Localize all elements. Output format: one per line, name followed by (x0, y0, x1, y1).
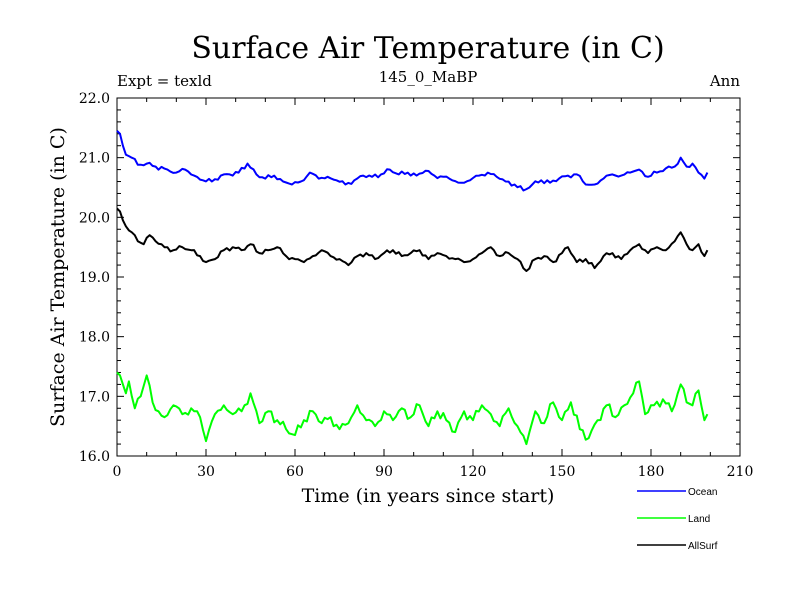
y-tick-label: 16.0 (79, 449, 110, 465)
plot-frame (116, 97, 741, 457)
series-lines (116, 130, 709, 446)
legend-label-ocean: Ocean (688, 487, 717, 498)
x-axis-label: Time (in years since start) (302, 485, 555, 507)
legend-label-allsurf: AllSurf (688, 541, 718, 552)
x-tick-label: 210 (727, 464, 754, 480)
x-tick-label: 180 (638, 464, 665, 480)
series-line-ocean (116, 130, 709, 192)
x-tick-label: 90 (375, 464, 393, 480)
x-tick-label: 120 (460, 464, 487, 480)
y-tick-labels: 16.0 17.0 18.0 19.0 20.0 21.0 22.0 (79, 91, 110, 465)
series-line-allsurf (116, 207, 709, 272)
legend: Ocean Land AllSurf (637, 487, 718, 552)
y-tick-label: 20.0 (79, 210, 110, 226)
x-tick-label: 60 (286, 464, 304, 480)
experiment-label: Expt = texld (117, 72, 212, 90)
chart-subtitle: 145_0_MaBP (379, 68, 478, 86)
legend-label-land: Land (688, 514, 710, 525)
x-tick-label: 0 (113, 464, 122, 480)
y-tick-label: 19.0 (79, 270, 110, 286)
x-tick-label: 30 (197, 464, 215, 480)
series-line-land (116, 371, 709, 446)
chart-title: Surface Air Temperature (in C) (191, 31, 664, 66)
y-axis-label: Surface Air Temperature (in C) (47, 127, 69, 427)
axis-ticks (116, 97, 741, 457)
x-tick-label: 150 (549, 464, 576, 480)
x-tick-labels: 0 30 60 90 120 150 180 210 (113, 464, 754, 480)
season-label: Ann (709, 72, 740, 90)
y-tick-label: 18.0 (79, 330, 110, 346)
y-tick-label: 21.0 (79, 151, 110, 167)
y-tick-label: 17.0 (79, 389, 110, 405)
y-tick-label: 22.0 (79, 91, 110, 107)
